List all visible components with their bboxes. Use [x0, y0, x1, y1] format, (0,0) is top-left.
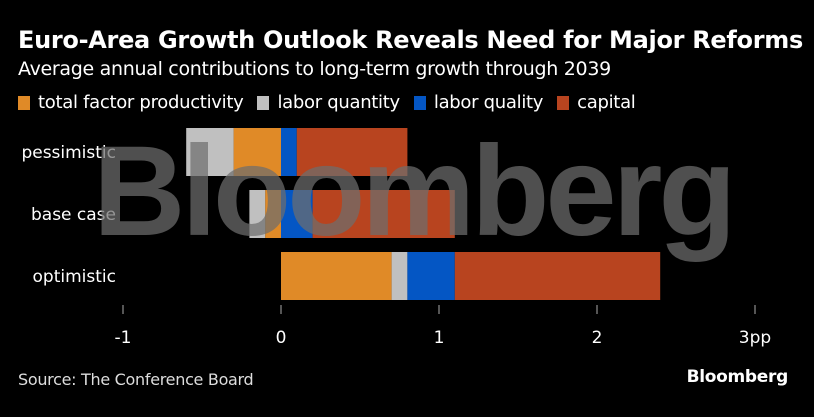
bar-pessimistic-total-factor-productivity	[233, 128, 281, 176]
legend-swatch-labor-quantity	[257, 95, 270, 110]
source-note: Source: The Conference Board	[18, 370, 254, 389]
bar-base-case-labor-quantity	[249, 190, 266, 238]
bar-optimistic-total-factor-productivity	[281, 252, 392, 300]
legend-label-labor-quality: labor quality	[433, 92, 544, 113]
bar-base-case-total-factor-productivity	[265, 190, 281, 238]
legend-label-labor-quantity: labor quantity	[277, 92, 400, 113]
legend-item-tfp: total factor productivity	[18, 92, 244, 113]
bar-base-case-capital	[312, 190, 455, 238]
legend: total factor productivity labor quantity…	[18, 92, 650, 113]
category-label-pessimistic: pessimistic	[21, 143, 116, 163]
bar-pessimistic-labor-quality	[281, 128, 297, 176]
category-label-base-case: base case	[31, 205, 116, 225]
x-tick-label: 1	[434, 328, 445, 348]
x-tick-label: -1	[115, 328, 132, 348]
legend-swatch-tfp	[18, 95, 30, 110]
x-tick-label: 3pp	[739, 328, 771, 348]
legend-item-labor-quantity: labor quantity	[257, 92, 400, 113]
bar-pessimistic-labor-quantity	[186, 128, 234, 176]
category-label-optimistic: optimistic	[33, 267, 116, 287]
bar-optimistic-capital	[454, 252, 661, 300]
bar-optimistic-labor-quantity	[391, 252, 408, 300]
bloomberg-logo: Bloomberg	[686, 367, 789, 387]
legend-item-labor-quality: labor quality	[413, 92, 544, 113]
legend-swatch-capital	[557, 95, 570, 110]
chart-title: Euro-Area Growth Outlook Reveals Need fo…	[18, 26, 803, 54]
bar-optimistic-labor-quality	[407, 252, 455, 300]
legend-item-capital: capital	[557, 92, 636, 113]
chart-subtitle: Average annual contributions to long-ter…	[18, 58, 611, 80]
legend-swatch-labor-quality	[413, 95, 426, 110]
x-tick-label: 0	[276, 328, 287, 348]
legend-label-tfp: total factor productivity	[38, 92, 244, 113]
bar-base-case-labor-quality	[281, 190, 313, 238]
bar-pessimistic-capital	[296, 128, 408, 176]
legend-label-capital: capital	[577, 92, 636, 113]
x-tick-label: 2	[592, 328, 603, 348]
